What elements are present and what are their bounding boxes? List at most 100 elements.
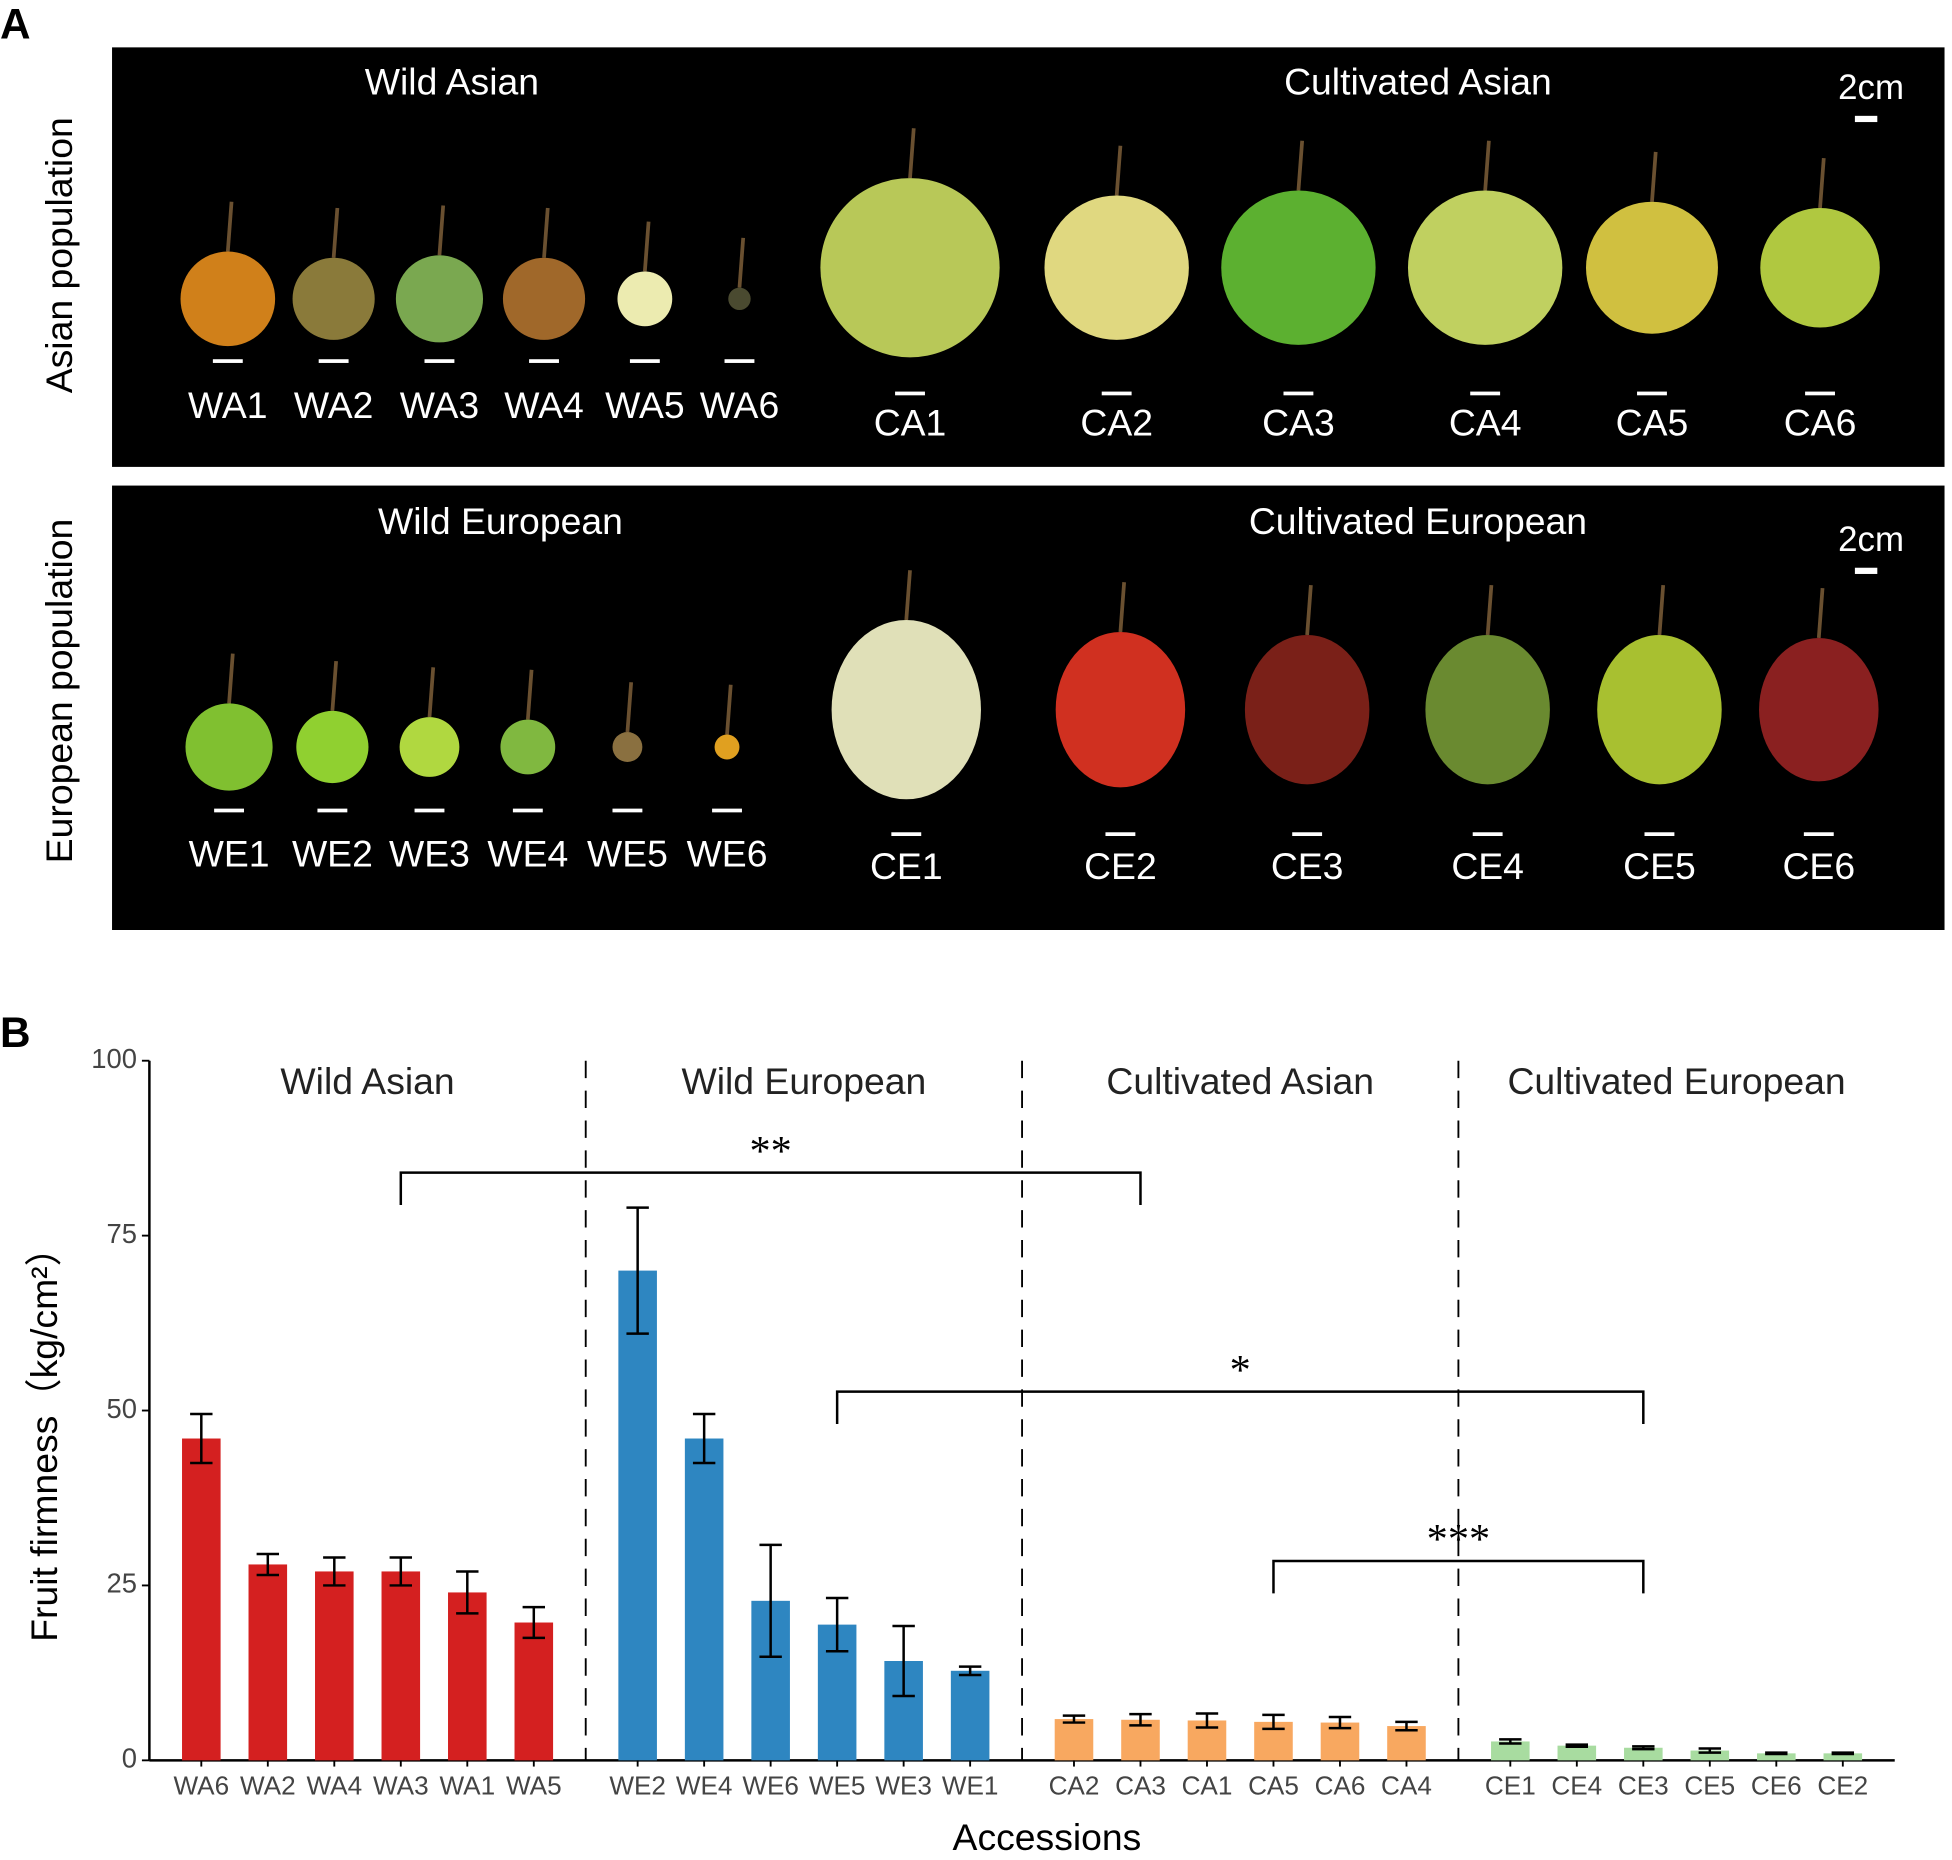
fruit: [1425, 634, 1550, 785]
y-tick-label: 100: [91, 1043, 137, 1074]
fruit-stem: [437, 205, 446, 256]
significance-bracket: [399, 1171, 1142, 1206]
fruit-label: WE2: [292, 832, 373, 874]
error-bar: [256, 1552, 280, 1577]
fruit: [292, 257, 375, 340]
fruit-stem: [904, 570, 912, 621]
group-title: Wild Asian: [365, 61, 539, 103]
row-label: European population: [38, 519, 80, 864]
error-bar: [456, 1570, 479, 1615]
fruit-label: CA3: [1262, 402, 1335, 444]
fruit: [1055, 631, 1186, 788]
fruit-stem: [542, 207, 550, 258]
x-tick-label: CA1: [1182, 1771, 1233, 1801]
scale-bar: [1637, 391, 1667, 396]
error-bar: [626, 1206, 649, 1335]
fruit-stem: [1818, 158, 1826, 209]
bar: [315, 1571, 354, 1761]
y-tick-label: 0: [122, 1743, 137, 1774]
x-tick-label: WE2: [609, 1771, 666, 1801]
fruit-label: CE6: [1782, 845, 1855, 887]
scale-bar: [1292, 832, 1323, 837]
error-bar: [1195, 1712, 1219, 1729]
x-axis-title: Accessions: [953, 1816, 1142, 1858]
fruit: [1760, 207, 1880, 328]
group-title: Wild European: [378, 500, 623, 542]
fruit: [714, 734, 740, 760]
x-tick-label: WE3: [875, 1771, 932, 1801]
fruit: [728, 287, 751, 311]
row-label: Asian population: [38, 117, 80, 393]
fruit: [1586, 201, 1718, 334]
y-tick-label: 50: [106, 1393, 136, 1424]
x-tick-label: CA2: [1049, 1771, 1100, 1801]
x-tick-label: CA5: [1248, 1771, 1299, 1801]
fruit-label: CE4: [1451, 845, 1524, 887]
error-bar: [958, 1665, 982, 1677]
fruit-label: CE3: [1271, 845, 1344, 887]
scale-bar: [891, 832, 922, 837]
fruit-label: CA4: [1449, 402, 1522, 444]
fruit-label: WA2: [294, 384, 374, 426]
group-label: Cultivated European: [1507, 1060, 1845, 1102]
scale-bar: [1644, 832, 1675, 837]
x-tick-label: WA3: [373, 1771, 429, 1801]
fruit-label: CA6: [1784, 402, 1857, 444]
fruit-stem: [1483, 140, 1491, 191]
fruit: [1221, 190, 1376, 345]
scale-bar: [318, 359, 349, 363]
x-tick-label: CE5: [1684, 1771, 1735, 1801]
scale-bar: [1101, 391, 1132, 396]
scale-bar: [724, 359, 755, 363]
group-title: Cultivated European: [1249, 500, 1587, 542]
error-bar: [1765, 1751, 1788, 1756]
bar: [1387, 1726, 1426, 1761]
fruit-stem: [1114, 145, 1123, 196]
scale-bar: [424, 359, 455, 363]
fruit-stem: [1816, 588, 1825, 639]
bar: [1690, 1750, 1730, 1761]
fruit-stem: [227, 653, 235, 704]
scale-bar: [612, 808, 643, 813]
scale-bar: [212, 359, 243, 363]
fruit-stem: [737, 237, 746, 288]
x-tick-label: WA4: [306, 1771, 362, 1801]
fruit-stem: [330, 660, 338, 712]
x-tick-label: CE6: [1751, 1771, 1802, 1801]
x-tick-label: CA6: [1315, 1771, 1366, 1801]
x-tick-label: WA6: [173, 1771, 229, 1801]
error-bar: [190, 1412, 213, 1465]
significance-bracket: [835, 1390, 1645, 1425]
group-label: Wild European: [681, 1060, 926, 1102]
error-bar: [759, 1543, 782, 1659]
fruit-label: CA1: [874, 402, 947, 444]
fruit-label: WE4: [487, 832, 568, 874]
x-tick-label: CA4: [1381, 1771, 1432, 1801]
scale-bar: [414, 808, 445, 813]
x-tick-label: WE5: [809, 1771, 866, 1801]
fruit-stem: [725, 684, 733, 735]
bar: [1757, 1753, 1796, 1761]
error-bar: [1395, 1720, 1418, 1732]
x-tick-label: CA3: [1115, 1771, 1166, 1801]
scale-bar: [1283, 391, 1314, 396]
fruit: [296, 710, 369, 784]
fruit-label: WA1: [188, 384, 268, 426]
fruit-label: WA4: [504, 384, 584, 426]
fruit: [1597, 634, 1722, 785]
significance-label: *: [1230, 1347, 1251, 1394]
group-title: Cultivated Asian: [1284, 61, 1552, 103]
error-bar: [1499, 1738, 1522, 1745]
fruit-stem: [525, 669, 534, 720]
error-bar: [1698, 1747, 1722, 1754]
x-tick-label: WA2: [240, 1771, 296, 1801]
error-bar: [1565, 1743, 1589, 1748]
fruit-stem: [1657, 585, 1666, 636]
fruit-stem: [1485, 585, 1494, 636]
scale-bar: [1472, 832, 1503, 837]
fruit: [831, 620, 981, 800]
error-bar: [522, 1605, 546, 1640]
fruit-stem: [908, 128, 916, 179]
y-tick-label: 75: [106, 1218, 136, 1249]
